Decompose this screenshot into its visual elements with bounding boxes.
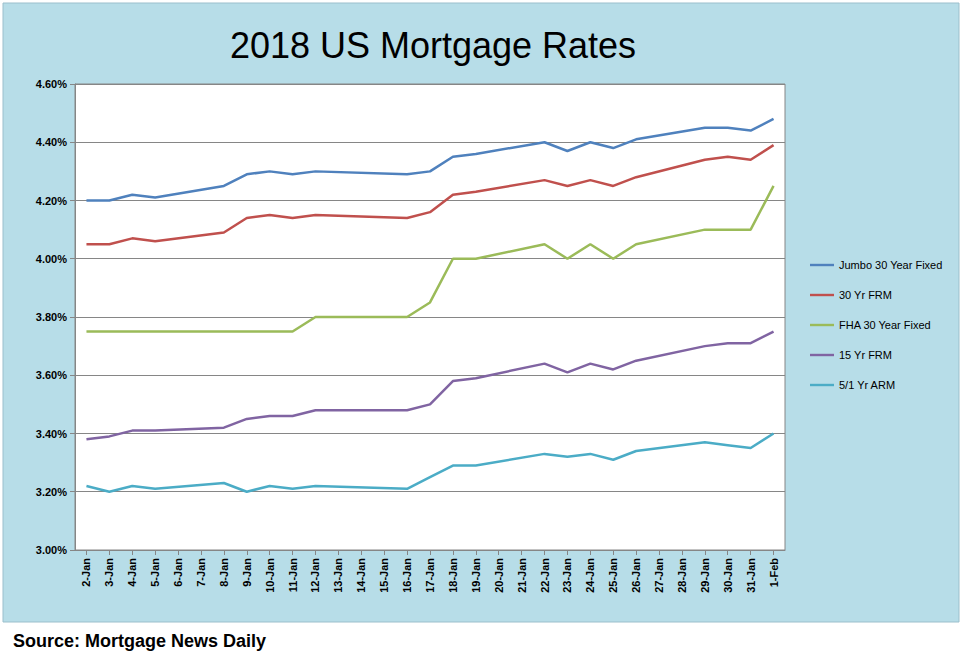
svg-text:24-Jan: 24-Jan <box>584 558 596 593</box>
svg-text:9-Jan: 9-Jan <box>241 558 253 587</box>
svg-text:15-Jan: 15-Jan <box>378 558 390 593</box>
svg-text:21-Jan: 21-Jan <box>516 558 528 593</box>
svg-text:30 Yr FRM: 30 Yr FRM <box>839 289 892 301</box>
svg-text:2-Jan: 2-Jan <box>80 558 92 587</box>
svg-text:18-Jan: 18-Jan <box>447 558 459 593</box>
svg-text:1-Feb: 1-Feb <box>768 558 780 588</box>
svg-text:3.40%: 3.40% <box>36 428 67 440</box>
svg-text:20-Jan: 20-Jan <box>493 558 505 593</box>
svg-text:23-Jan: 23-Jan <box>561 558 573 593</box>
svg-text:29-Jan: 29-Jan <box>699 558 711 593</box>
svg-text:3.80%: 3.80% <box>36 311 67 323</box>
svg-text:28-Jan: 28-Jan <box>676 558 688 593</box>
svg-text:22-Jan: 22-Jan <box>539 558 551 593</box>
svg-text:3.60%: 3.60% <box>36 369 67 381</box>
svg-text:4.40%: 4.40% <box>36 136 67 148</box>
svg-text:4-Jan: 4-Jan <box>126 558 138 587</box>
svg-text:15 Yr FRM: 15 Yr FRM <box>839 349 892 361</box>
svg-text:7-Jan: 7-Jan <box>195 558 207 587</box>
svg-text:4.60%: 4.60% <box>36 78 67 90</box>
svg-text:13-Jan: 13-Jan <box>332 558 344 593</box>
svg-text:4.20%: 4.20% <box>36 195 67 207</box>
svg-text:25-Jan: 25-Jan <box>607 558 619 593</box>
svg-text:Source: Mortgage News Daily: Source: Mortgage News Daily <box>13 631 266 651</box>
svg-text:30-Jan: 30-Jan <box>722 558 734 593</box>
svg-text:4.00%: 4.00% <box>36 253 67 265</box>
svg-text:10-Jan: 10-Jan <box>264 558 276 593</box>
svg-text:17-Jan: 17-Jan <box>424 558 436 593</box>
svg-text:5/1 Yr ARM: 5/1 Yr ARM <box>839 379 895 391</box>
svg-text:3-Jan: 3-Jan <box>103 558 115 587</box>
svg-text:5-Jan: 5-Jan <box>149 558 161 587</box>
svg-text:26-Jan: 26-Jan <box>630 558 642 593</box>
svg-text:3.20%: 3.20% <box>36 486 67 498</box>
svg-text:8-Jan: 8-Jan <box>218 558 230 587</box>
svg-text:16-Jan: 16-Jan <box>401 558 413 593</box>
svg-text:19-Jan: 19-Jan <box>470 558 482 593</box>
svg-text:27-Jan: 27-Jan <box>653 558 665 593</box>
svg-text:3.00%: 3.00% <box>36 544 67 556</box>
svg-text:14-Jan: 14-Jan <box>355 558 367 593</box>
svg-text:31-Jan: 31-Jan <box>745 558 757 593</box>
svg-text:11-Jan: 11-Jan <box>287 558 299 593</box>
svg-text:12-Jan: 12-Jan <box>309 558 321 593</box>
svg-text:6-Jan: 6-Jan <box>172 558 184 587</box>
svg-text:2018 US Mortgage Rates: 2018 US Mortgage Rates <box>230 25 636 66</box>
svg-text:FHA 30 Year Fixed: FHA 30 Year Fixed <box>839 319 931 331</box>
svg-text:Jumbo 30 Year Fixed: Jumbo 30 Year Fixed <box>839 259 942 271</box>
